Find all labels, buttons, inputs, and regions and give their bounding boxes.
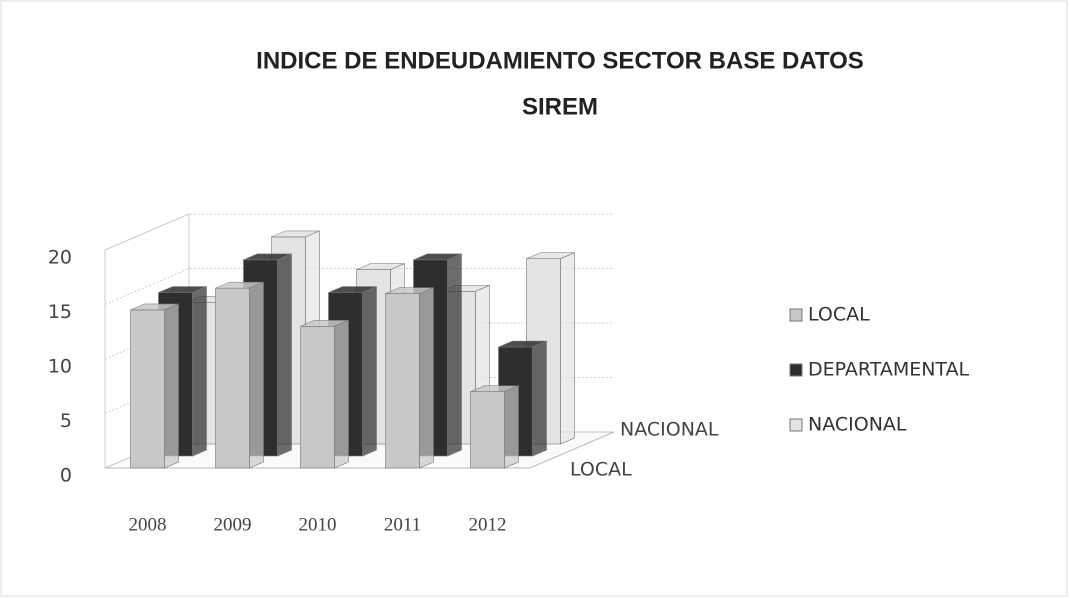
bar-side — [249, 281, 264, 469]
bar-side — [504, 385, 519, 469]
bar — [130, 303, 179, 469]
chart-title: INDICE DE ENDEUDAMIENTO SECTOR BASE DATO… — [256, 47, 864, 74]
bar-side — [192, 286, 207, 457]
legend-swatch — [789, 363, 803, 377]
chart-subtitle: SIREM — [522, 93, 598, 120]
y-tick-label: 15 — [48, 301, 72, 323]
x-tick-label: 2008 — [129, 514, 167, 535]
bar-side — [447, 253, 462, 457]
bar-front — [300, 325, 335, 469]
depth-label: LOCAL — [570, 459, 632, 481]
y-tick-label: 20 — [48, 247, 72, 269]
bar-front — [470, 391, 505, 469]
x-tick-label: 2010 — [299, 514, 337, 535]
legend-label: NACIONAL — [808, 414, 907, 436]
bar-front — [130, 309, 165, 469]
bar-side — [560, 252, 575, 445]
y-tick-label: 10 — [48, 356, 72, 378]
bar-front — [215, 287, 250, 469]
y-tick-label: 5 — [60, 410, 72, 432]
x-tick-label: 2011 — [384, 514, 421, 535]
bar — [470, 385, 519, 469]
bar-front — [385, 293, 420, 469]
bar — [385, 287, 434, 469]
bar-side — [532, 340, 547, 457]
x-tick-label: 2009 — [214, 514, 252, 535]
bar-side — [419, 287, 434, 469]
y-tick-label: 0 — [60, 465, 72, 487]
bar-side — [362, 286, 377, 457]
legend-label: LOCAL — [808, 304, 870, 326]
x-tick-label: 2012 — [469, 514, 507, 535]
legend-swatch — [789, 418, 803, 432]
bar-side — [277, 253, 292, 457]
bar — [300, 319, 349, 469]
legend-label: DEPARTAMENTAL — [808, 359, 970, 381]
bar — [215, 281, 264, 469]
legend-swatch — [789, 308, 803, 322]
bar-side — [334, 319, 349, 469]
bar-side — [164, 303, 179, 469]
depth-label: NACIONAL — [620, 419, 719, 441]
